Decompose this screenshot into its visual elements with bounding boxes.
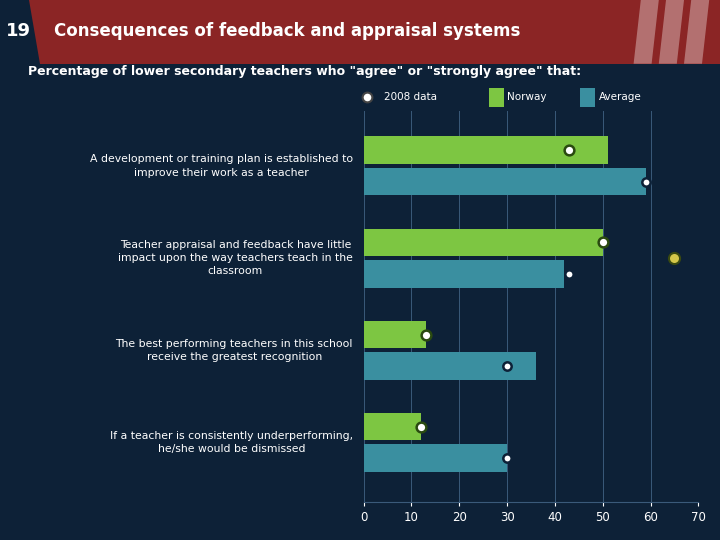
- Bar: [364, 260, 564, 288]
- Bar: [364, 321, 426, 348]
- Polygon shape: [659, 0, 684, 64]
- Bar: [364, 168, 646, 195]
- Text: 19: 19: [6, 22, 30, 39]
- Text: The best performing teachers in this school
receive the greatest recognition: The best performing teachers in this sch…: [115, 339, 353, 362]
- Bar: [364, 413, 421, 441]
- Polygon shape: [29, 0, 720, 64]
- Text: Teacher appraisal and feedback have little
impact upon the way teachers teach in: Teacher appraisal and feedback have litt…: [118, 240, 353, 276]
- Text: 2008 data: 2008 data: [384, 92, 437, 102]
- Text: A development or training plan is established to
improve their work as a teacher: A development or training plan is establ…: [90, 154, 353, 178]
- Bar: [364, 444, 507, 472]
- Text: Average: Average: [598, 92, 642, 102]
- Bar: [364, 137, 608, 164]
- Text: Consequences of feedback and appraisal systems: Consequences of feedback and appraisal s…: [54, 22, 521, 39]
- Text: Percentage of lower secondary teachers who "agree" or "strongly agree" that:: Percentage of lower secondary teachers w…: [28, 65, 581, 78]
- Polygon shape: [634, 0, 659, 64]
- Text: If a teacher is consistently underperforming,
he/she would be dismissed: If a teacher is consistently underperfor…: [109, 431, 353, 454]
- Bar: [364, 228, 603, 256]
- Polygon shape: [0, 0, 50, 64]
- Text: Norway: Norway: [507, 92, 546, 102]
- Bar: [580, 87, 595, 106]
- Bar: [489, 87, 504, 106]
- Polygon shape: [684, 0, 709, 64]
- Bar: [364, 352, 536, 380]
